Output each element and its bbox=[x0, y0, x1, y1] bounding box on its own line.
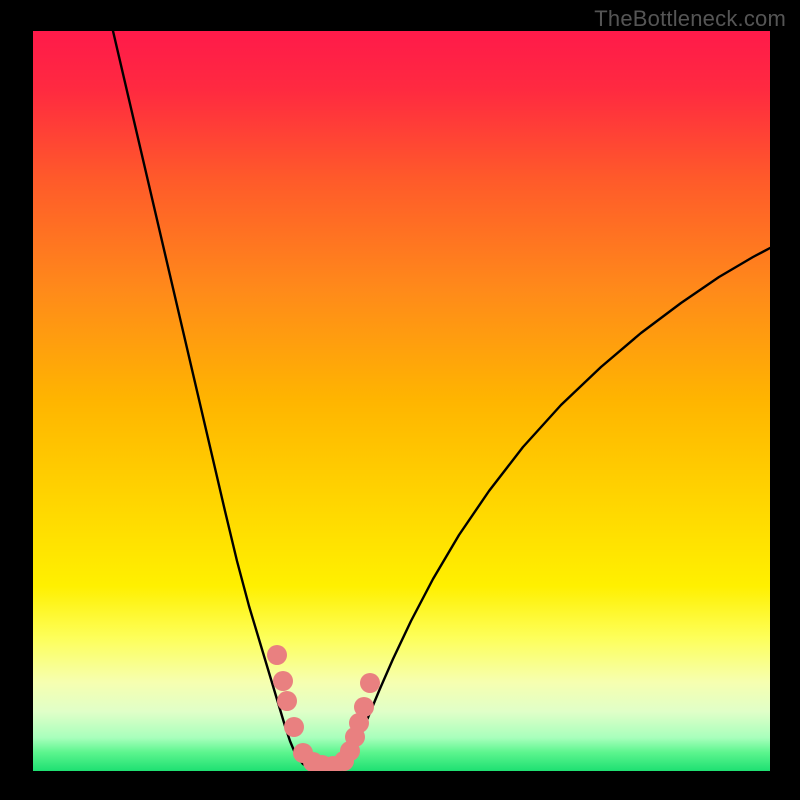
watermark-text: TheBottleneck.com bbox=[594, 6, 786, 32]
chart-curve-layer bbox=[33, 31, 770, 771]
bottleneck-curve bbox=[113, 31, 770, 770]
data-marker bbox=[354, 697, 374, 717]
data-marker bbox=[273, 671, 293, 691]
data-marker bbox=[284, 717, 304, 737]
marker-group bbox=[267, 645, 380, 771]
data-marker bbox=[360, 673, 380, 693]
data-marker bbox=[267, 645, 287, 665]
data-marker bbox=[277, 691, 297, 711]
chart-plot-area bbox=[33, 31, 770, 771]
